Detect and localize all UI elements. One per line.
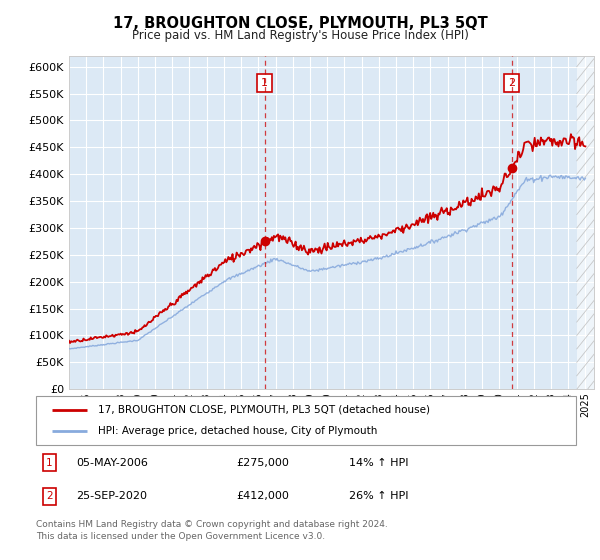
Text: 17, BROUGHTON CLOSE, PLYMOUTH, PL3 5QT (detached house): 17, BROUGHTON CLOSE, PLYMOUTH, PL3 5QT (… xyxy=(98,405,430,415)
Text: 1: 1 xyxy=(261,78,268,88)
Text: HPI: Average price, detached house, City of Plymouth: HPI: Average price, detached house, City… xyxy=(98,426,377,436)
FancyBboxPatch shape xyxy=(577,56,594,389)
FancyBboxPatch shape xyxy=(36,396,576,445)
Text: 26% ↑ HPI: 26% ↑ HPI xyxy=(349,491,409,501)
Text: 2: 2 xyxy=(508,78,515,88)
Text: Contains HM Land Registry data © Crown copyright and database right 2024.
This d: Contains HM Land Registry data © Crown c… xyxy=(36,520,388,541)
Text: £412,000: £412,000 xyxy=(236,491,289,501)
Text: Price paid vs. HM Land Registry's House Price Index (HPI): Price paid vs. HM Land Registry's House … xyxy=(131,29,469,42)
Text: 05-MAY-2006: 05-MAY-2006 xyxy=(77,458,148,468)
Text: 2: 2 xyxy=(46,491,53,501)
Text: 1: 1 xyxy=(46,458,53,468)
Text: £275,000: £275,000 xyxy=(236,458,289,468)
Text: 17, BROUGHTON CLOSE, PLYMOUTH, PL3 5QT: 17, BROUGHTON CLOSE, PLYMOUTH, PL3 5QT xyxy=(113,16,487,31)
Text: 14% ↑ HPI: 14% ↑ HPI xyxy=(349,458,409,468)
Text: 25-SEP-2020: 25-SEP-2020 xyxy=(77,491,148,501)
